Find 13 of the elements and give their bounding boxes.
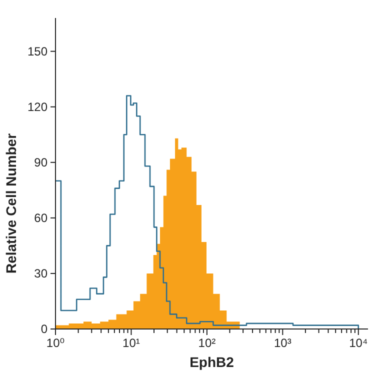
x-tick-label: 10⁰: [46, 336, 65, 350]
y-tick-label: 150: [27, 44, 48, 59]
y-tick-label: 120: [27, 100, 48, 114]
x-tick-label: 10⁴: [349, 336, 368, 350]
x-tick-label: 10²: [198, 336, 216, 350]
y-tick-label: 60: [34, 211, 48, 226]
y-axis-title: Relative Cell Number: [3, 132, 19, 274]
y-tick-label: 90: [34, 156, 48, 170]
x-axis-title: EphB2: [190, 354, 234, 370]
y-tick-label: 0: [40, 322, 48, 336]
x-tick-label: 10¹: [122, 336, 140, 350]
y-tick-label: 30: [34, 266, 48, 281]
x-tick-label: 10³: [274, 336, 292, 350]
